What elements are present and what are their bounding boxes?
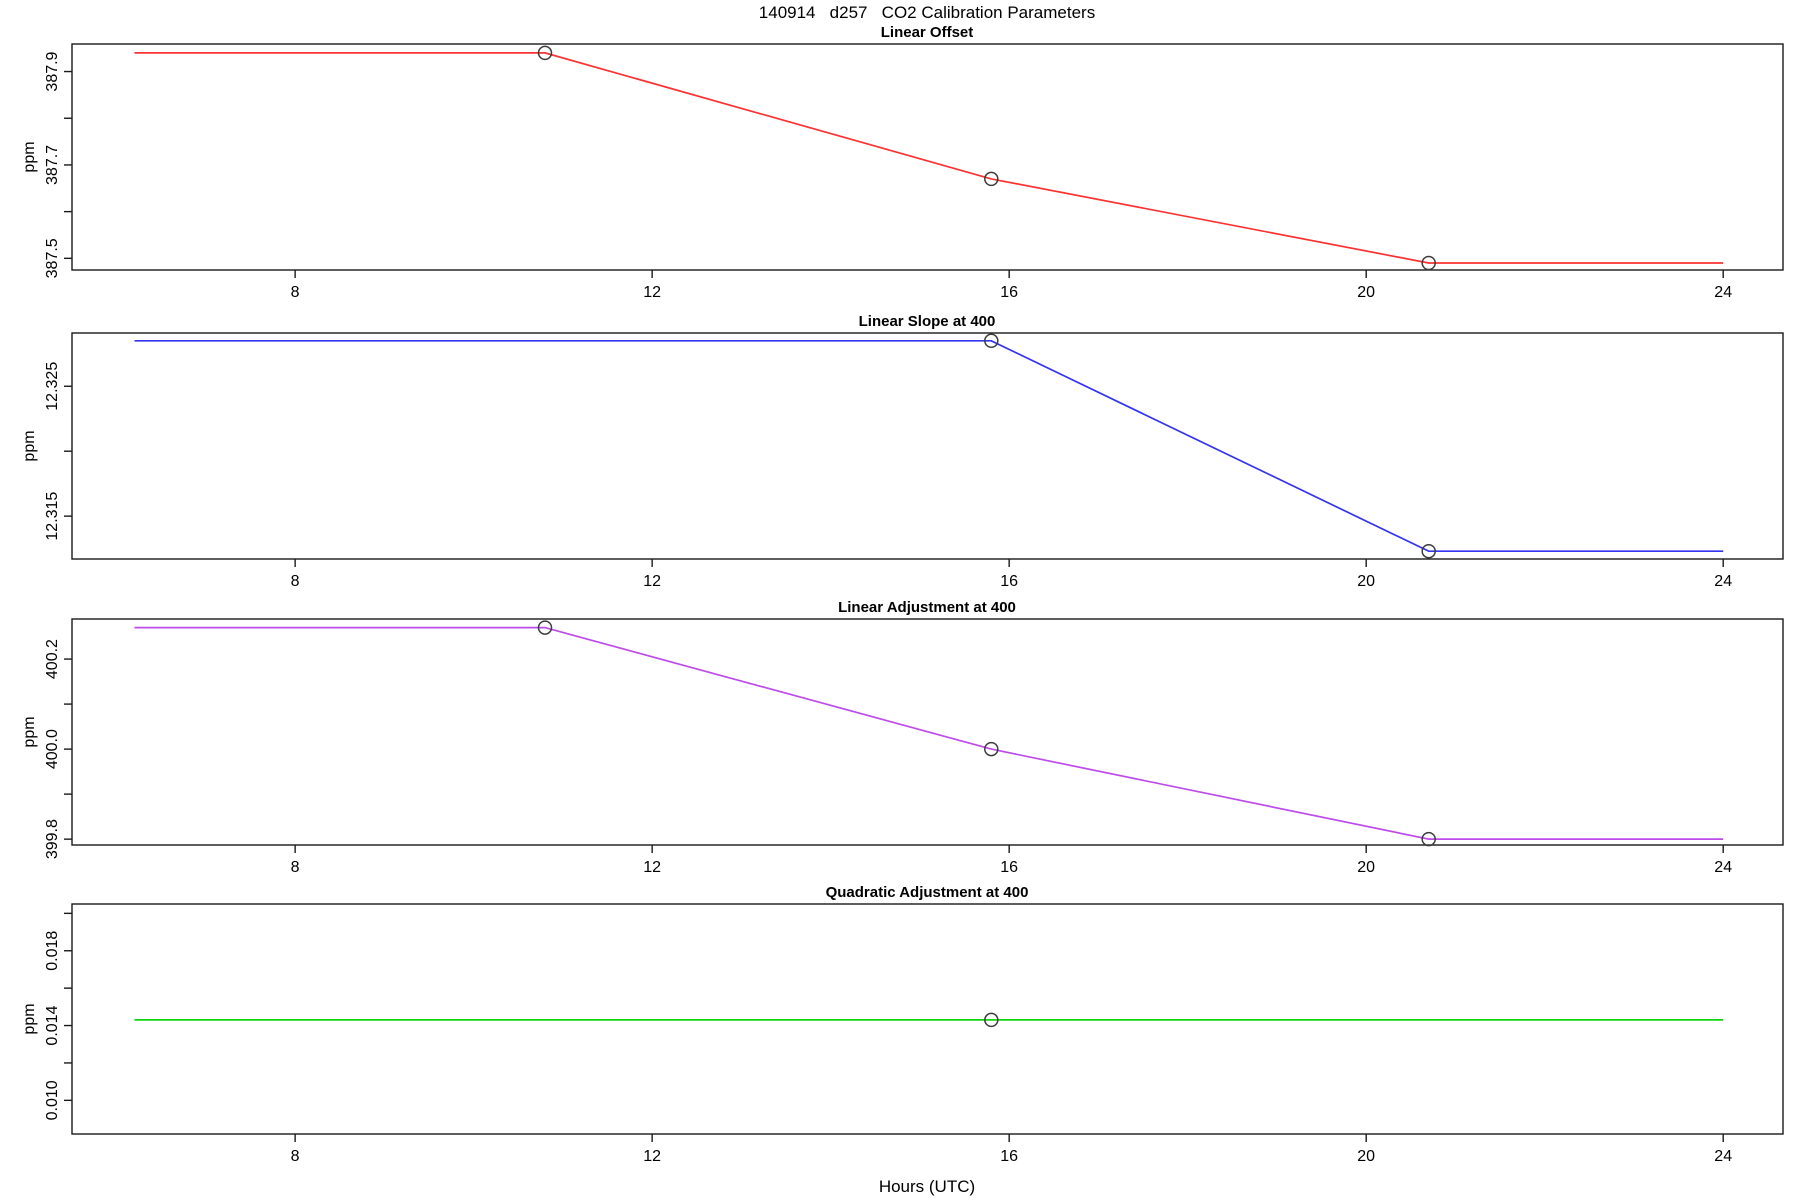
x-tick-label: 12 — [643, 859, 661, 876]
data-point-marker — [1421, 831, 1436, 847]
x-tick-label: 8 — [291, 1148, 300, 1165]
data-point-marker — [1421, 255, 1436, 271]
panel-4: Quadratic Adjustment at 400 8 12 16 20 24 0.01… — [21, 884, 1784, 1196]
x-tick-label: 16 — [1000, 859, 1018, 876]
x-tick-label: 24 — [1714, 859, 1732, 876]
data-point-marker — [1421, 543, 1436, 559]
plot-box — [71, 903, 1784, 1135]
panel-title: Quadratic Adjustment at 400 — [826, 884, 1029, 901]
x-tick-label: 24 — [1714, 573, 1732, 590]
x-tick-label: 24 — [1714, 1148, 1732, 1165]
x-tick-label: 8 — [291, 284, 300, 301]
data-point-marker — [984, 333, 999, 349]
data-point-marker — [537, 620, 553, 635]
y-axis-label: ppm — [21, 141, 38, 172]
plot-box — [71, 43, 1784, 271]
x-tick-label: 8 — [291, 573, 300, 590]
panel-3: Linear Adjustment at 400 8 12 16 20 24 399.8 40… — [21, 599, 1784, 876]
plot-box — [71, 332, 1784, 560]
data-point-marker — [984, 171, 999, 187]
y-axis-label: ppm — [21, 716, 38, 747]
data-point-marker — [984, 741, 999, 757]
x-tick-label: 12 — [643, 573, 661, 590]
y-axis-label: ppm — [21, 1003, 38, 1034]
x-tick-label: 20 — [1357, 284, 1375, 301]
x-tick-label: 20 — [1357, 1148, 1375, 1165]
y-axis-label: ppm — [21, 430, 38, 461]
y-tick-label: 387.9 — [44, 51, 61, 91]
x-tick-label: 12 — [643, 284, 661, 301]
y-tick-label: 387.7 — [44, 145, 61, 185]
x-tick-label: 8 — [291, 859, 300, 876]
y-tick-label: 12.315 — [44, 492, 61, 541]
x-axis-label: Hours (UTC) — [879, 1177, 975, 1196]
x-tick-label: 24 — [1714, 284, 1732, 301]
series-line — [134, 339, 1724, 553]
panel-title: Linear Offset — [881, 24, 974, 41]
panel-title: Linear Slope at 400 — [859, 313, 996, 330]
series-line — [134, 52, 1724, 264]
y-tick-label: 12.325 — [44, 362, 61, 411]
x-tick-label: 12 — [643, 1148, 661, 1165]
y-tick-label: 399.8 — [44, 819, 61, 859]
data-point-marker — [984, 1012, 999, 1028]
panel-1: Linear Offset 8 12 16 20 24 387.5 387.7 387.9 ppm — [21, 24, 1784, 301]
chart-main-title: 140914 d257 CO2 Calibration Parameters — [759, 3, 1095, 22]
y-tick-label: 0.010 — [44, 1080, 61, 1120]
x-tick-label: 16 — [1000, 284, 1018, 301]
panel-title: Linear Adjustment at 400 — [838, 599, 1016, 616]
x-tick-label: 16 — [1000, 1148, 1018, 1165]
x-tick-label: 20 — [1357, 859, 1375, 876]
y-tick-label: 400.2 — [44, 639, 61, 679]
y-tick-label: 0.014 — [44, 1005, 61, 1045]
x-tick-label: 20 — [1357, 573, 1375, 590]
y-tick-label: 0.018 — [44, 931, 61, 971]
series-line — [134, 626, 1724, 840]
plot-box — [71, 618, 1784, 846]
y-tick-label: 387.5 — [44, 238, 61, 278]
x-tick-label: 16 — [1000, 573, 1018, 590]
y-tick-label: 400.0 — [44, 729, 61, 769]
panel-2: Linear Slope at 400 8 12 16 20 24 12.315 12.325… — [21, 313, 1784, 590]
data-point-marker — [537, 45, 553, 61]
